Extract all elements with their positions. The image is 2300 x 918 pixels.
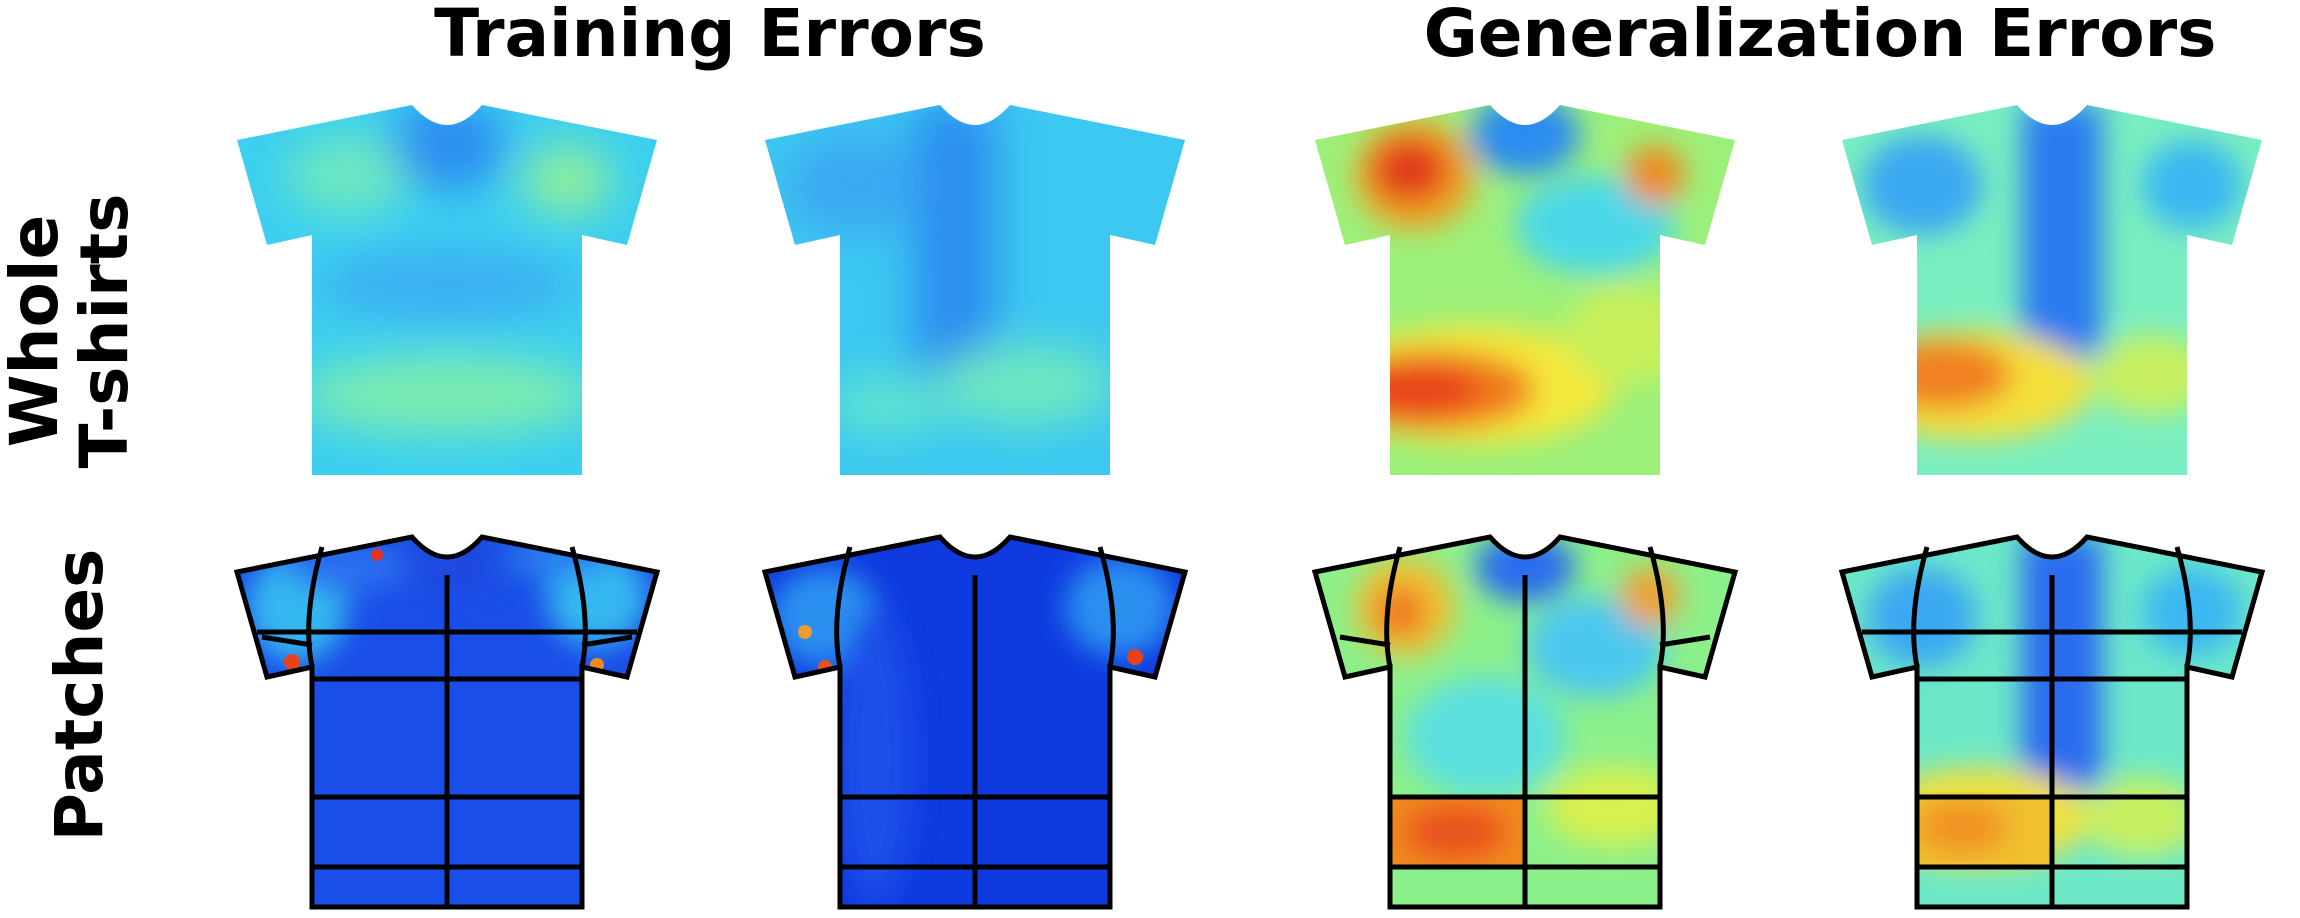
whole-training-shirt-1 [237,105,657,475]
generalization-errors-title: Generalization Errors [1423,0,2217,72]
whole-training-shirt-2 [765,105,1185,475]
patches-training-shirt-1 [217,517,677,918]
patches-generalization-shirt-1 [1295,517,1755,918]
training-errors-title: Training Errors [434,0,986,72]
whole-generalization-shirt-2 [1842,105,2262,475]
patches-training-shirt-2 [745,517,1205,918]
whole-generalization-shirt-1 [1315,105,1735,475]
patches-generalization-shirt-2 [1822,517,2282,918]
